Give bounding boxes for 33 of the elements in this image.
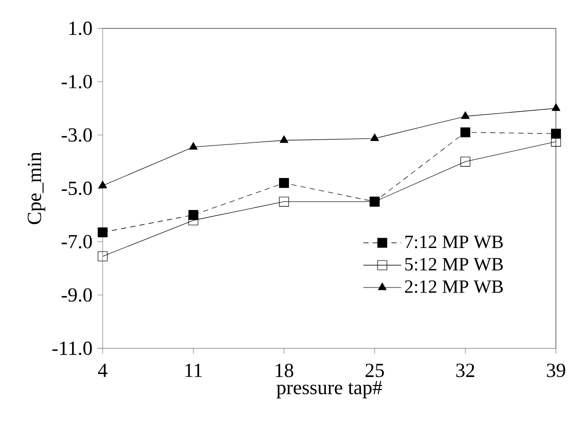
point xyxy=(552,103,560,111)
y-tick-label: 1.0 xyxy=(69,22,92,36)
x-tick-label: 4 xyxy=(98,364,108,377)
y-tick-label: -9.0 xyxy=(62,288,92,302)
y-axis-title: Cpe_min xyxy=(28,152,46,224)
point xyxy=(188,210,198,220)
point xyxy=(551,136,561,147)
x-tick-label: 25 xyxy=(366,364,384,378)
point xyxy=(98,227,108,238)
legend-label: 7:12 MP WB xyxy=(405,236,503,248)
y-tick-label: -1.0 xyxy=(62,74,92,88)
point xyxy=(279,196,289,207)
y-tick-label: -5.0 xyxy=(62,182,92,196)
x-tick-label: 39 xyxy=(546,364,566,378)
x-tick-label: 18 xyxy=(276,364,294,378)
y-tick-label: -7.0 xyxy=(62,234,92,248)
x-axis-title: pressure tap# xyxy=(276,381,382,398)
point xyxy=(279,178,289,188)
y-tick-label: -11.0 xyxy=(52,342,92,356)
point xyxy=(280,135,288,143)
legend-label: 2:12 MP WB xyxy=(404,280,503,294)
point xyxy=(460,127,470,138)
point xyxy=(189,142,198,150)
point xyxy=(98,180,107,188)
x-tick-label: 11 xyxy=(185,364,202,377)
point xyxy=(460,156,470,167)
point xyxy=(188,215,198,226)
legend-label: 5:12 MP WB xyxy=(405,258,503,271)
y-tick-label: -3.0 xyxy=(62,128,92,142)
point xyxy=(98,251,108,262)
x-tick-label: 32 xyxy=(456,364,474,378)
point xyxy=(461,111,470,119)
point xyxy=(370,134,379,142)
